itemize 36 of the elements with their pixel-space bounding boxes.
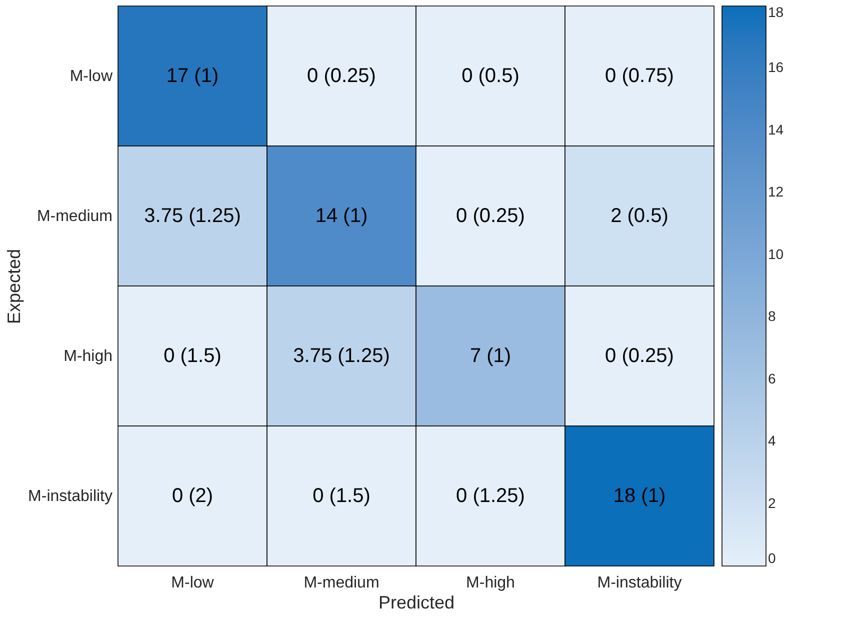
data-label: 0 (0.25) xyxy=(605,345,674,367)
data-label: 2 (0.5) xyxy=(610,205,668,227)
data-label: 0 (0.75) xyxy=(605,65,674,87)
data-label: 18 (1) xyxy=(613,485,666,507)
data-label: 0 (0.5) xyxy=(462,65,520,87)
data-label: 0 (2) xyxy=(172,485,214,507)
y-axis-title: Expected xyxy=(4,248,24,324)
data-label: 0 (0.25) xyxy=(456,205,525,227)
x-axis-title: Predicted xyxy=(378,592,455,612)
data-label: 17 (1) xyxy=(166,65,219,87)
y-tick-label: M-medium xyxy=(36,208,112,225)
data-label: 0 (1.5) xyxy=(312,485,370,507)
data-label: 3.75 (1.25) xyxy=(293,345,390,367)
data-label: 7 (1) xyxy=(470,345,512,367)
color-bar-label: 2 xyxy=(768,494,776,511)
color-bar-label: 18 xyxy=(768,4,784,20)
data-label: 0 (1.5) xyxy=(164,345,222,367)
color-bar-label: 8 xyxy=(768,308,776,324)
color-bar-label: 10 xyxy=(768,246,784,262)
data-label: 3.75 (1.25) xyxy=(144,205,241,227)
x-tick-label: M-low xyxy=(171,574,214,592)
color-bar-label: 12 xyxy=(768,184,784,200)
x-tick-label: M-medium xyxy=(304,574,380,592)
data-label: 0 (0.25) xyxy=(307,65,376,87)
color-bar-label: 0 xyxy=(768,550,776,566)
data-label: 0 (1.25) xyxy=(456,485,525,507)
color-bar-label: 6 xyxy=(768,370,776,386)
y-tick-label: M-instability xyxy=(28,488,112,505)
color-bar-label: 14 xyxy=(768,121,784,138)
y-tick-label: M-high xyxy=(64,348,112,365)
data-label: 14 (1) xyxy=(315,205,368,227)
color-bar-label: 16 xyxy=(768,59,784,76)
x-tick-label: M-high xyxy=(466,574,515,592)
x-tick-label: M-instability xyxy=(597,574,682,592)
color-bar-label: 4 xyxy=(768,432,776,449)
y-tick-label: M-low xyxy=(70,68,113,85)
